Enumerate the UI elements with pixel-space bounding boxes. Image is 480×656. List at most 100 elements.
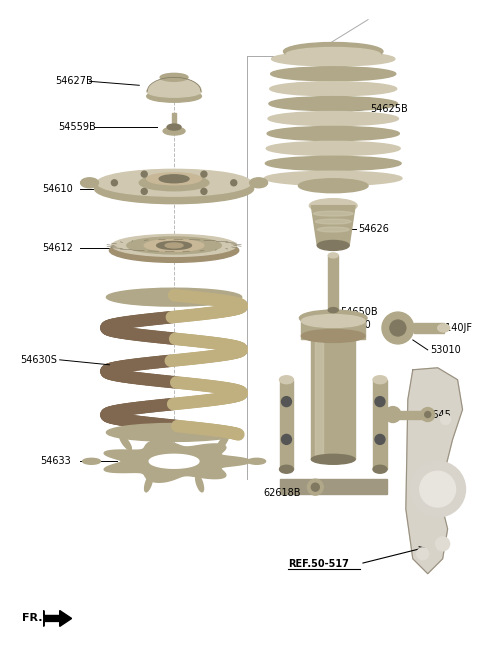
Ellipse shape — [112, 234, 236, 256]
Circle shape — [410, 461, 466, 517]
Ellipse shape — [95, 174, 253, 203]
Circle shape — [281, 397, 291, 407]
Ellipse shape — [120, 435, 132, 450]
Text: 54625B: 54625B — [370, 104, 408, 114]
Ellipse shape — [160, 73, 188, 81]
Ellipse shape — [301, 315, 365, 327]
Circle shape — [420, 471, 456, 507]
Ellipse shape — [147, 85, 202, 97]
Ellipse shape — [309, 199, 357, 213]
Ellipse shape — [97, 169, 251, 196]
Ellipse shape — [272, 52, 395, 66]
Ellipse shape — [373, 376, 387, 384]
Circle shape — [441, 415, 451, 424]
Polygon shape — [406, 368, 463, 574]
Ellipse shape — [196, 475, 204, 492]
Bar — [328, 255, 338, 310]
Circle shape — [382, 312, 414, 344]
Ellipse shape — [250, 178, 267, 188]
Circle shape — [417, 548, 429, 560]
Circle shape — [141, 188, 147, 194]
Bar — [279, 479, 387, 494]
Circle shape — [231, 180, 237, 186]
Ellipse shape — [301, 329, 365, 342]
Circle shape — [281, 434, 291, 444]
Ellipse shape — [284, 43, 383, 60]
Circle shape — [436, 537, 450, 551]
Ellipse shape — [127, 237, 221, 254]
Bar — [172, 113, 176, 131]
Ellipse shape — [109, 239, 239, 262]
Bar — [315, 335, 324, 459]
Polygon shape — [149, 455, 199, 468]
Ellipse shape — [268, 112, 398, 126]
Text: REF.50-517: REF.50-517 — [288, 559, 349, 569]
Polygon shape — [312, 205, 355, 245]
Text: 54559B: 54559B — [58, 122, 96, 132]
Ellipse shape — [438, 324, 450, 332]
Ellipse shape — [315, 219, 351, 224]
Ellipse shape — [107, 288, 242, 306]
Ellipse shape — [156, 241, 192, 249]
Text: FR.: FR. — [22, 613, 42, 623]
Ellipse shape — [328, 308, 338, 312]
Text: 62618B: 62618B — [264, 488, 301, 498]
Ellipse shape — [317, 227, 349, 232]
Text: 54612: 54612 — [42, 243, 72, 253]
Circle shape — [421, 407, 435, 422]
Text: 54633: 54633 — [40, 457, 71, 466]
Ellipse shape — [312, 330, 355, 340]
Polygon shape — [104, 440, 251, 482]
Ellipse shape — [159, 174, 189, 183]
Circle shape — [201, 188, 207, 194]
Circle shape — [141, 171, 147, 177]
Ellipse shape — [317, 241, 349, 251]
Bar — [301, 321, 365, 339]
Bar — [414, 323, 444, 333]
Circle shape — [425, 411, 431, 417]
Ellipse shape — [81, 178, 98, 188]
Ellipse shape — [264, 171, 402, 186]
Bar — [373, 380, 387, 469]
Ellipse shape — [147, 173, 202, 185]
Circle shape — [201, 171, 207, 177]
Ellipse shape — [266, 141, 400, 155]
Ellipse shape — [286, 47, 381, 62]
Ellipse shape — [300, 310, 367, 326]
Ellipse shape — [299, 179, 368, 193]
Polygon shape — [44, 611, 72, 626]
Ellipse shape — [165, 243, 183, 248]
Ellipse shape — [163, 127, 185, 135]
Text: 53010: 53010 — [430, 345, 460, 355]
Text: 1140JF: 1140JF — [440, 323, 473, 333]
Ellipse shape — [279, 465, 293, 473]
Circle shape — [375, 434, 385, 444]
Circle shape — [375, 397, 385, 407]
Ellipse shape — [271, 67, 396, 81]
Circle shape — [385, 407, 401, 422]
Ellipse shape — [144, 239, 204, 251]
Circle shape — [390, 320, 406, 336]
Text: 54630S: 54630S — [20, 355, 57, 365]
Ellipse shape — [313, 211, 353, 216]
Bar — [393, 411, 428, 419]
Ellipse shape — [139, 174, 209, 191]
Ellipse shape — [147, 91, 202, 102]
Circle shape — [312, 483, 319, 491]
Ellipse shape — [267, 127, 399, 140]
Ellipse shape — [265, 156, 401, 171]
Ellipse shape — [248, 459, 265, 464]
Ellipse shape — [269, 96, 397, 111]
Ellipse shape — [270, 82, 396, 96]
Ellipse shape — [144, 475, 153, 492]
Bar — [312, 335, 355, 459]
Text: 54645: 54645 — [420, 409, 451, 420]
Text: 54660: 54660 — [340, 320, 371, 330]
Circle shape — [111, 180, 118, 186]
Ellipse shape — [373, 465, 387, 473]
Text: 54626: 54626 — [358, 224, 389, 234]
Ellipse shape — [217, 435, 228, 450]
Ellipse shape — [312, 455, 355, 464]
Ellipse shape — [83, 459, 100, 464]
Bar — [279, 380, 293, 469]
